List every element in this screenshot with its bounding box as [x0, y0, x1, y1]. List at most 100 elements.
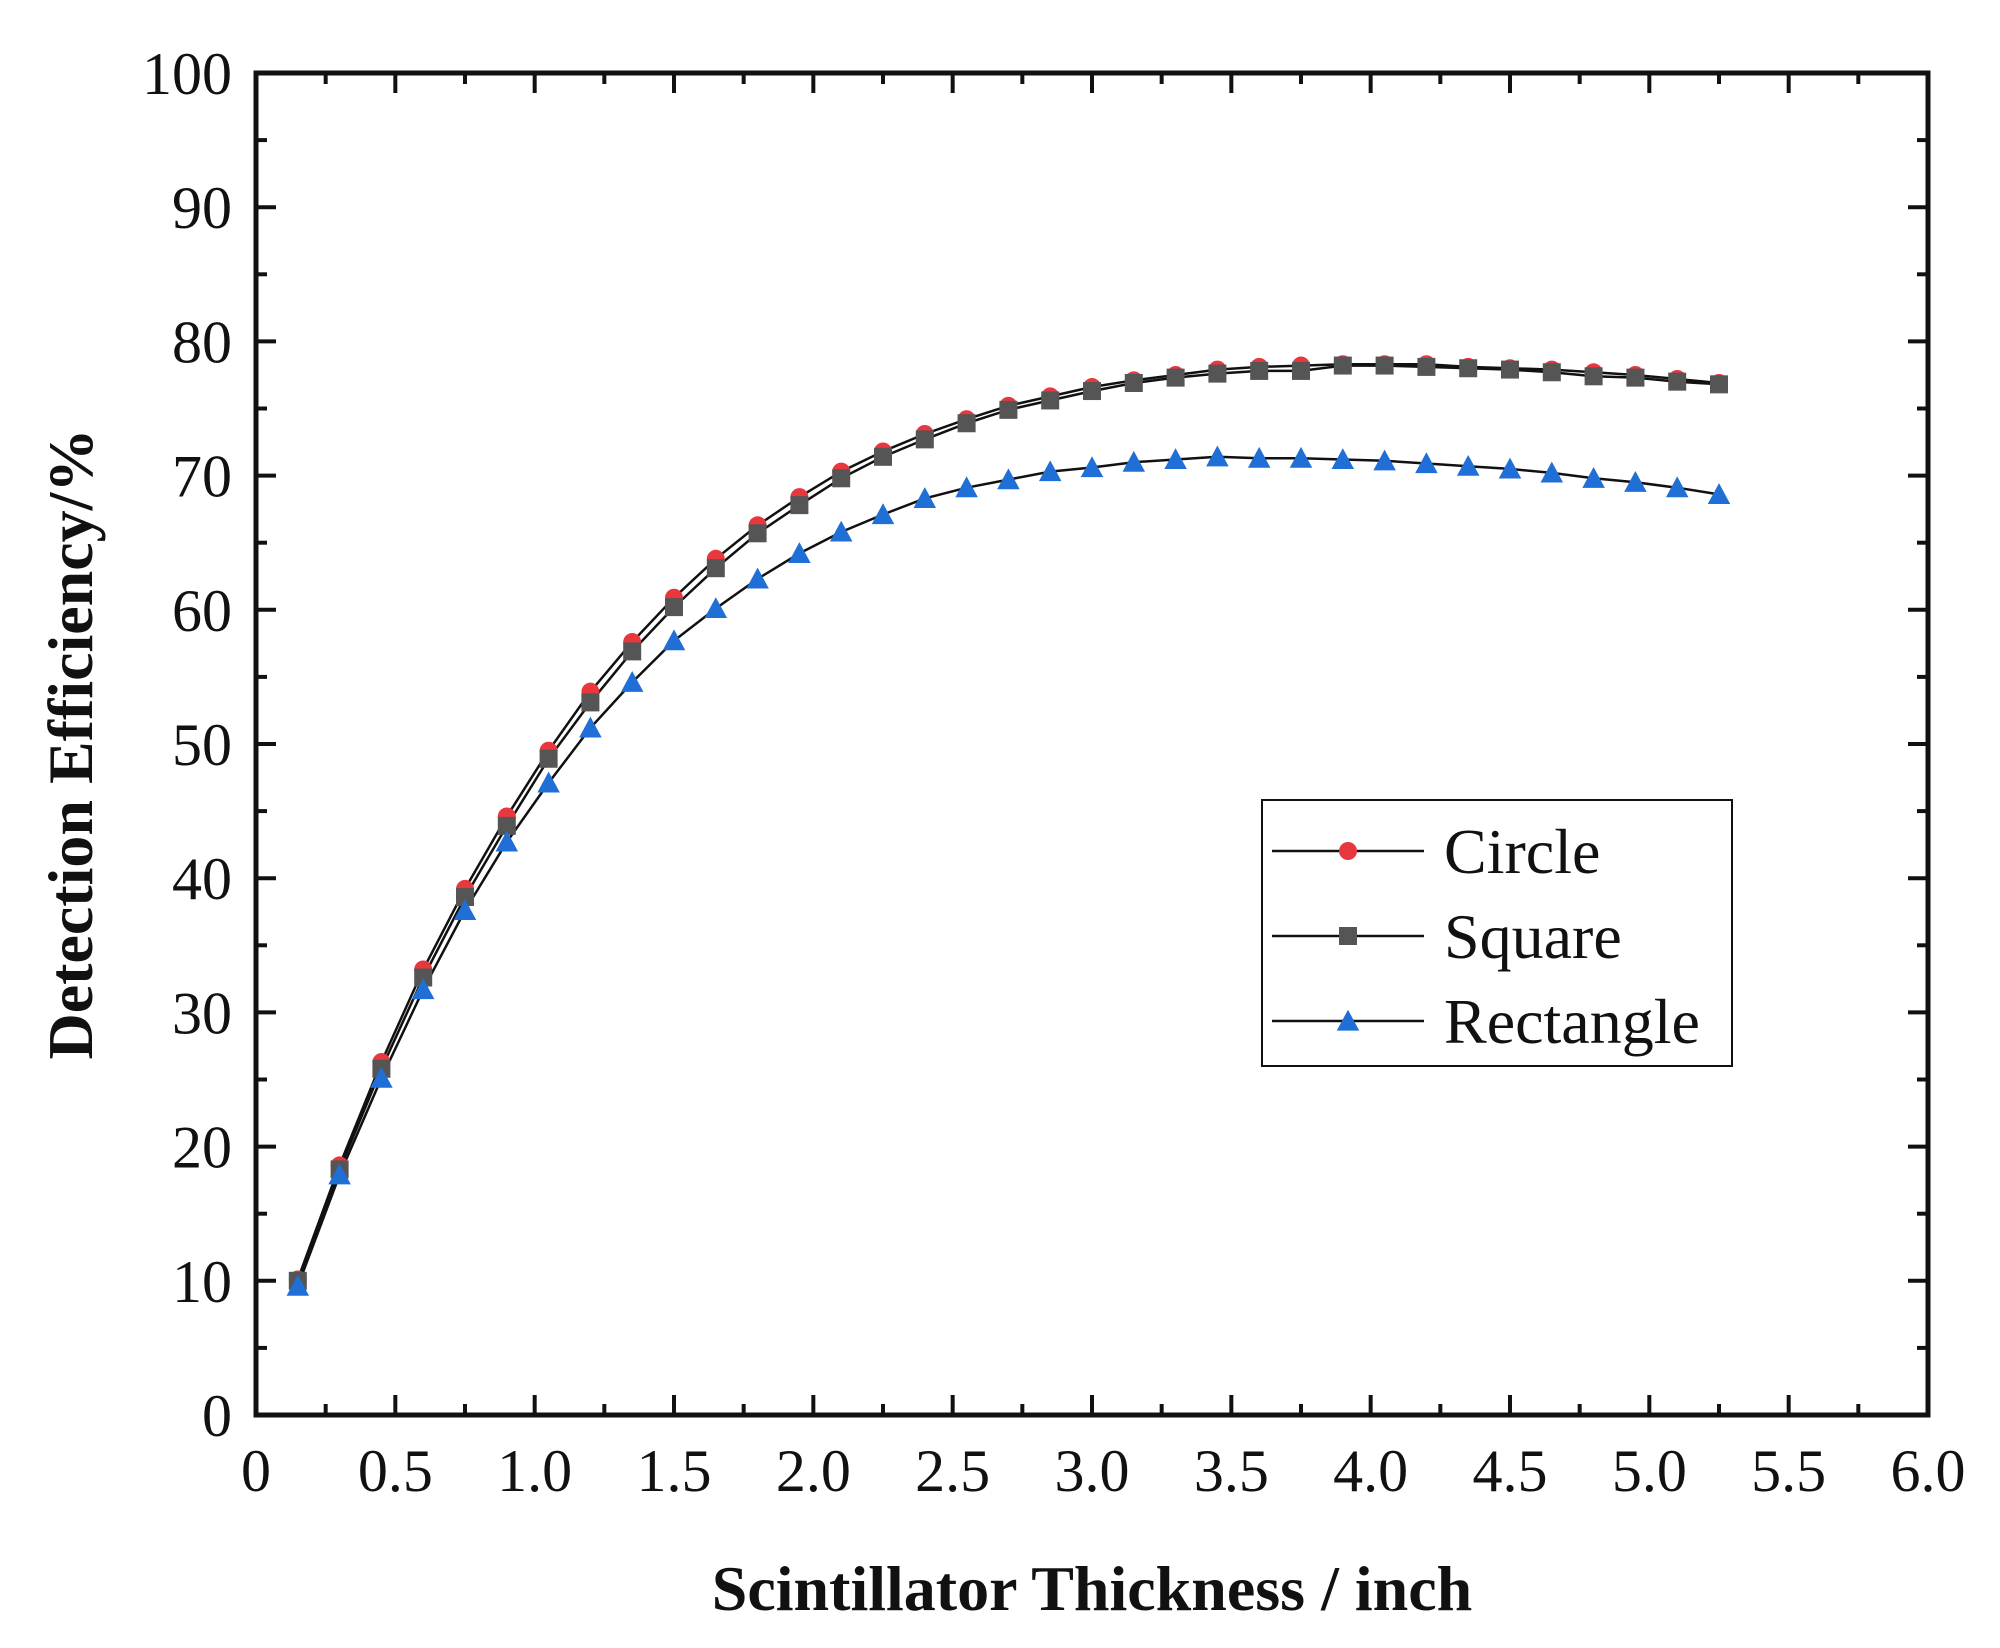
y-tick-label: 0: [202, 1383, 232, 1449]
data-point-rectangle: [662, 629, 686, 651]
data-point-square: [581, 693, 600, 712]
series-points-rectangle: [286, 445, 1731, 1296]
x-tick-label: 5.0: [1612, 1438, 1687, 1504]
series-points-square: [288, 356, 1728, 1290]
data-point-rectangle: [746, 567, 769, 589]
y-axis-title: Detection Efficiency/%: [35, 429, 106, 1060]
data-point-square: [790, 496, 809, 515]
data-point-square: [1501, 360, 1519, 379]
data-point-square: [623, 642, 642, 661]
x-tick-label: 2.0: [776, 1438, 851, 1504]
series-markers: [286, 355, 1731, 1296]
data-point-square: [832, 469, 851, 488]
y-tick-label: 80: [172, 309, 232, 375]
data-point-rectangle: [1498, 457, 1522, 479]
data-point-rectangle: [997, 468, 1020, 490]
data-point-square: [957, 414, 976, 433]
legend: Circle Square Rectangle: [1261, 799, 1733, 1067]
data-point-rectangle: [1331, 448, 1355, 470]
data-point-square: [1250, 361, 1269, 380]
x-tick-label: 3.0: [1055, 1438, 1130, 1504]
data-point-square: [414, 968, 433, 987]
data-point-rectangle: [411, 978, 435, 1000]
data-point-square: [1626, 368, 1645, 387]
data-point-rectangle: [955, 476, 978, 498]
data-point-rectangle: [829, 520, 853, 542]
data-point-square: [665, 598, 683, 617]
data-point-rectangle: [871, 503, 895, 525]
data-point-square: [1333, 356, 1352, 375]
data-point-rectangle: [328, 1163, 351, 1185]
x-tick-label: 6.0: [1891, 1438, 1966, 1504]
data-point-square: [915, 430, 934, 449]
data-point-square: [1208, 364, 1227, 383]
data-point-square: [706, 559, 725, 578]
data-point-rectangle: [1624, 471, 1647, 492]
data-point-rectangle: [286, 1274, 310, 1296]
data-point-rectangle: [537, 771, 560, 793]
legend-label-square: Square: [1444, 901, 1622, 972]
legend-marker-rectangle: [1336, 1009, 1360, 1031]
x-axis-title: Scintillator Thickness / inch: [712, 1553, 1472, 1624]
data-point-rectangle: [1164, 448, 1187, 470]
data-point-square: [1584, 367, 1603, 386]
data-point-square: [1459, 359, 1478, 378]
data-point-rectangle: [370, 1066, 393, 1088]
legend-marker-square: [1339, 927, 1357, 945]
data-point-rectangle: [1038, 460, 1062, 482]
data-point-square: [748, 524, 767, 543]
data-point-square: [1124, 374, 1143, 393]
data-point-square: [1041, 391, 1060, 410]
y-tick-label: 20: [172, 1115, 232, 1181]
x-tick-label: 4.0: [1333, 1438, 1408, 1504]
x-tick-label: 5.5: [1751, 1438, 1826, 1504]
data-point-square: [539, 749, 558, 768]
data-point-rectangle: [1373, 449, 1396, 471]
y-tick-label: 30: [172, 980, 232, 1046]
data-point-rectangle: [579, 716, 602, 738]
data-point-square: [1083, 382, 1101, 401]
x-tick-label: 1.0: [497, 1438, 572, 1504]
y-tick-label: 100: [142, 41, 232, 107]
data-point-square: [1292, 361, 1310, 380]
y-tick-label: 60: [172, 578, 232, 644]
y-tick-label: 40: [172, 846, 232, 912]
data-point-square: [874, 447, 892, 466]
data-point-rectangle: [1456, 454, 1480, 476]
y-tick-label: 90: [172, 175, 232, 241]
data-point-rectangle: [788, 542, 811, 563]
data-point-rectangle: [913, 487, 937, 508]
x-tick-label: 3.5: [1194, 1438, 1269, 1504]
data-point-square: [1166, 368, 1185, 387]
data-point-rectangle: [1665, 476, 1689, 498]
plot-frame: [253, 70, 1931, 1418]
data-point-square: [1542, 363, 1561, 382]
data-point-square: [497, 816, 516, 835]
y-axis-ticks: 0 10 20 30 40 50 60 70 80 90 100: [142, 41, 1928, 1449]
data-point-rectangle: [1080, 456, 1104, 478]
data-point-rectangle: [1582, 467, 1605, 488]
data-point-rectangle: [1206, 445, 1229, 467]
data-point-rectangle: [620, 671, 644, 692]
data-point-rectangle: [1247, 446, 1271, 468]
data-point-rectangle: [704, 597, 728, 619]
data-point-rectangle: [495, 830, 519, 852]
data-point-square: [1417, 357, 1436, 376]
axes: 0 0.5 1.0 1.5 2.0 2.5 3.0 3.5 4.0 4.5 5.0 5.5 6.0 0 1…: [142, 41, 1966, 1504]
data-point-rectangle: [1540, 461, 1564, 483]
data-point-rectangle: [1289, 446, 1313, 468]
data-point-square: [1710, 375, 1728, 394]
y-tick-label: 70: [172, 444, 232, 510]
data-point-rectangle: [1415, 452, 1438, 474]
data-point-square: [999, 400, 1018, 419]
data-point-square: [1375, 356, 1394, 375]
data-point-rectangle: [1122, 450, 1146, 472]
data-point-square: [1668, 372, 1687, 391]
y-tick-label: 10: [172, 1249, 232, 1315]
x-tick-label: 2.5: [915, 1438, 990, 1504]
data-point-square: [456, 887, 474, 906]
data-point-rectangle: [1707, 483, 1731, 504]
x-tick-label: 4.5: [1473, 1438, 1548, 1504]
x-tick-label: 0.5: [358, 1438, 433, 1504]
